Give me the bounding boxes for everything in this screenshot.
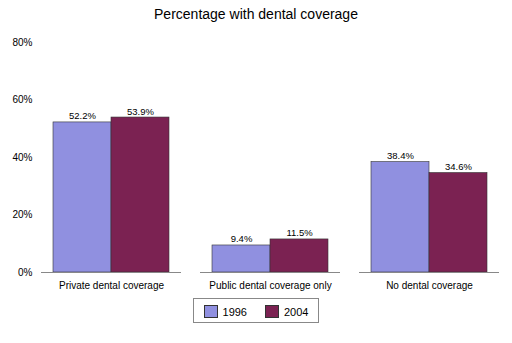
svg-text:38.4%: 38.4% — [387, 150, 414, 161]
svg-text:52.2%: 52.2% — [69, 110, 96, 121]
svg-text:Private dental coverage: Private dental coverage — [59, 280, 165, 291]
html-text:1996: 1996 — [222, 305, 247, 318]
svg-text:40%: 40% — [12, 152, 32, 163]
svg-text:11.5%: 11.5% — [286, 227, 313, 238]
svg-text:9.4%: 9.4% — [231, 233, 253, 244]
svg-text:No dental coverage: No dental coverage — [386, 280, 473, 291]
svg-text:34.6%: 34.6% — [445, 161, 472, 172]
svg-text:Public dental coverage only: Public dental coverage only — [209, 280, 331, 291]
svg-text:0%: 0% — [18, 267, 33, 278]
html-text:Percentage with dental coverag: Percentage with dental coverage — [154, 6, 358, 22]
svg-text:80%: 80% — [12, 37, 32, 48]
svg-text:53.9%: 53.9% — [127, 106, 154, 117]
svg-text:20%: 20% — [12, 209, 32, 220]
svg-text:60%: 60% — [12, 94, 32, 105]
html-text:2004: 2004 — [284, 305, 309, 318]
